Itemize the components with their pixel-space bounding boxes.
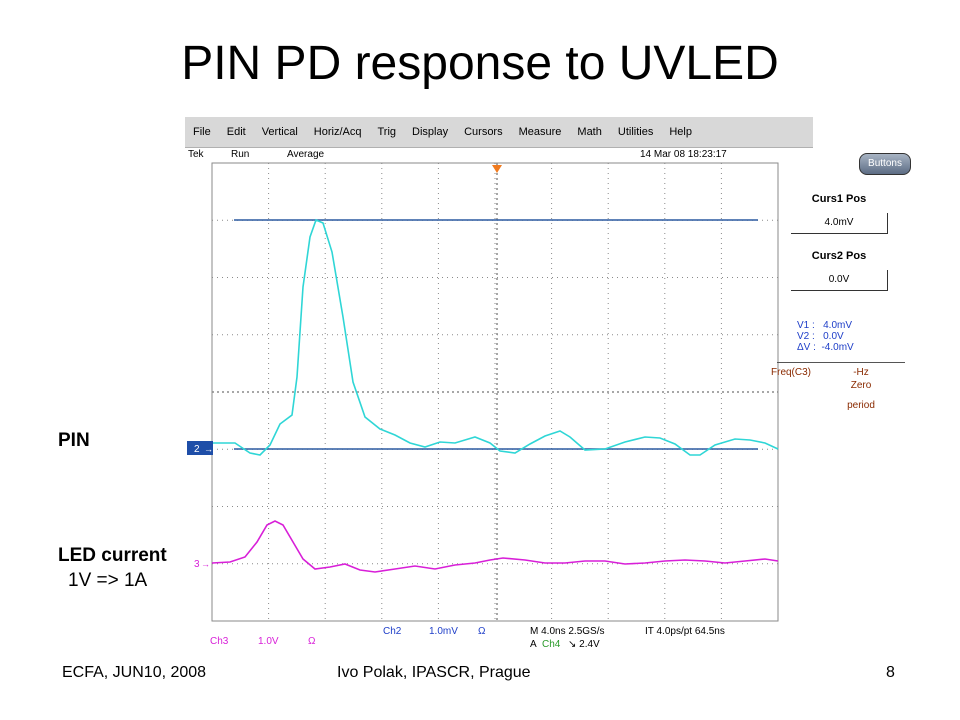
curs1-title: Curs1 Pos [811,193,867,205]
trigger-a-label: A [530,639,537,647]
menu-vertical[interactable]: Vertical [261,126,298,138]
graticule-border [211,162,779,622]
ch3-marker: 3 [194,559,200,570]
brand-label: Tek [188,149,204,160]
slide-title: PIN PD response to UVLED [181,37,779,90]
menu-math[interactable]: Math [577,126,602,138]
trigger-level: ↘ 2.4V [568,639,600,647]
ch3-arrow-icon: → [201,559,210,569]
pin-label: PIN [58,430,90,451]
led-trace [211,520,779,573]
waveform-display: 2 3 → → Ch3 1.0V Ω Ch2 1.0mV Ω M 4.0ns 2… [187,162,779,647]
led-current-label: LED current [58,545,167,566]
footer-author: Ivo Polak, IPASCR, Prague [337,664,531,681]
ch3-label: Ch3 [210,636,229,647]
cursor-readout: V1 : 4.0mV V2 : 0.0V ΔV : -4.0mV [797,320,854,353]
trigger-position-icon [492,165,502,173]
menu-file[interactable]: File [193,126,211,138]
scope-menubar: File Edit Vertical Horiz/Acq Trig Displa… [185,117,813,148]
ch2-scale: 1.0mV [429,626,458,637]
graticule [211,162,779,622]
page-number: 8 [886,664,895,681]
menu-trig[interactable]: Trig [377,126,397,138]
menu-help[interactable]: Help [669,126,692,138]
horizontal-settings: M 4.0ns 2.5GS/s [530,626,604,637]
menu-display[interactable]: Display [412,126,449,138]
ch3-scale: 1.0V [258,636,279,647]
scope-statusbar: Tek Run Average 14 Mar 08 18:23:17 [185,148,813,162]
ch2-arrow-icon: → [204,444,213,454]
menu-edit[interactable]: Edit [226,126,246,138]
ch2-label: Ch2 [383,626,402,637]
buttons-button[interactable]: Buttons [859,153,911,175]
menu-horiz-acq[interactable]: Horiz/Acq [313,126,362,138]
freq-label: Freq(C3) [771,367,812,378]
readout-divider [777,362,905,363]
interp-settings: IT 4.0ps/pt 64.5ns [645,626,725,637]
run-state: Run [231,149,250,160]
curs1-value-field[interactable]: 4.0mV [791,213,888,234]
timestamp: 14 Mar 08 18:23:17 [640,149,727,160]
ch2-marker-box[interactable] [187,441,213,455]
menu-measure[interactable]: Measure [518,126,562,138]
pin-trace [212,218,779,456]
ch3-ohm-icon: Ω [308,636,316,647]
menu-cursors[interactable]: Cursors [464,126,503,138]
led-scale-label: 1V => 1A [68,570,148,591]
footer-event: ECFA, JUN10, 2008 [62,664,207,681]
curs2-value-field[interactable]: 0.0V [791,270,888,291]
oscilloscope-screenshot: File Edit Vertical Horiz/Acq Trig Displa… [185,117,914,647]
freq-note-zero: Zero [850,380,872,391]
freq-value: -Hz [853,367,869,378]
ch2-ohm-icon: Ω [478,626,486,637]
menu-utilities[interactable]: Utilities [617,126,654,138]
trigger-channel: Ch4 [542,639,561,647]
curs2-title: Curs2 Pos [811,250,867,262]
ch2-marker: 2 [194,444,200,455]
acq-mode: Average [287,149,325,160]
freq-note-period: period [847,400,875,411]
menubar-spacer [813,117,914,147]
cursor-side-panel: Curs1 Pos 4.0mV Curs2 Pos 0.0V V1 : 4.0m… [771,177,914,647]
